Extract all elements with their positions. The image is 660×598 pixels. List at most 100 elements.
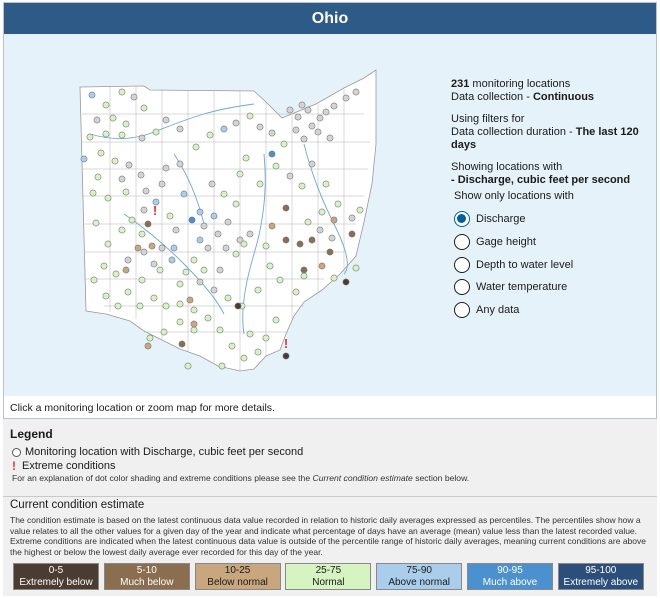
monitoring-location-dot[interactable] <box>186 296 194 304</box>
monitoring-location-dot[interactable] <box>282 236 290 244</box>
monitoring-location-dot[interactable] <box>236 170 244 178</box>
monitoring-location-dot[interactable] <box>330 216 338 224</box>
monitoring-location-dot[interactable] <box>156 266 164 274</box>
monitoring-location-dot[interactable] <box>118 226 126 234</box>
monitoring-location-dot[interactable] <box>328 234 336 242</box>
monitoring-location-dot[interactable] <box>356 206 364 214</box>
monitoring-location-dot[interactable] <box>286 106 294 114</box>
map-panel[interactable]: !! 231 monitoring locations Data collect… <box>4 34 656 396</box>
monitoring-location-dot[interactable] <box>124 256 132 264</box>
monitoring-location-dot[interactable] <box>196 236 204 244</box>
monitoring-location-dot[interactable] <box>138 276 146 284</box>
monitoring-location-dot[interactable] <box>246 330 254 338</box>
monitoring-location-dot[interactable] <box>254 348 262 356</box>
monitoring-location-dot[interactable] <box>140 206 148 214</box>
monitoring-location-dot[interactable] <box>150 294 158 302</box>
monitoring-location-dot[interactable] <box>140 248 148 256</box>
monitoring-location-dot[interactable] <box>242 154 250 162</box>
monitoring-location-dot[interactable] <box>124 288 132 296</box>
monitoring-location-dot[interactable] <box>176 125 184 133</box>
monitoring-location-dot[interactable] <box>104 240 112 248</box>
monitoring-locations[interactable] <box>80 88 364 370</box>
monitoring-location-dot[interactable] <box>190 256 198 264</box>
monitoring-location-dot[interactable] <box>308 236 316 244</box>
monitoring-location-dot[interactable] <box>102 130 110 138</box>
monitoring-location-dot[interactable] <box>88 91 96 99</box>
monitoring-location-dot[interactable] <box>166 212 174 220</box>
monitoring-location-dot[interactable] <box>196 208 204 216</box>
monitoring-location-dot[interactable] <box>146 334 154 342</box>
monitoring-location-dot[interactable] <box>158 244 166 252</box>
monitoring-location-dot[interactable] <box>316 114 324 122</box>
monitoring-location-dot[interactable] <box>190 320 198 328</box>
radio-gage-height[interactable]: Gage height <box>454 233 536 251</box>
monitoring-location-dot[interactable] <box>282 352 290 360</box>
monitoring-location-dot[interactable] <box>272 162 280 170</box>
monitoring-location-dot[interactable] <box>216 266 224 274</box>
monitoring-location-dot[interactable] <box>122 266 130 274</box>
monitoring-location-dot[interactable] <box>86 133 94 141</box>
monitoring-location-dot[interactable] <box>196 278 204 286</box>
monitoring-location-dot[interactable] <box>118 175 126 183</box>
monitoring-location-dot[interactable] <box>298 101 306 109</box>
monitoring-location-dot[interactable] <box>254 286 262 294</box>
monitoring-location-dot[interactable] <box>210 212 218 220</box>
monitoring-location-dot[interactable] <box>190 306 198 314</box>
monitoring-location-dot[interactable] <box>109 114 117 122</box>
monitoring-location-dot[interactable] <box>292 126 300 134</box>
radio-selected-icon[interactable] <box>454 211 470 227</box>
monitoring-location-dot[interactable] <box>134 244 142 252</box>
radio-any-data[interactable]: Any data <box>454 301 519 319</box>
monitoring-location-dot[interactable] <box>228 342 236 350</box>
monitoring-location-dot[interactable] <box>190 326 198 334</box>
monitoring-location-dot[interactable] <box>144 220 152 228</box>
monitoring-location-dot[interactable] <box>102 101 110 109</box>
monitoring-location-dot[interactable] <box>80 155 88 163</box>
radio-icon[interactable] <box>454 279 470 295</box>
monitoring-location-dot[interactable] <box>326 134 334 142</box>
monitoring-location-dot[interactable] <box>296 240 304 248</box>
monitoring-location-dot[interactable] <box>316 226 324 234</box>
monitoring-location-dot[interactable] <box>92 219 100 227</box>
monitoring-location-dot[interactable] <box>184 362 192 370</box>
monitoring-location-dot[interactable] <box>286 172 294 180</box>
monitoring-location-dot[interactable] <box>162 164 170 172</box>
monitoring-location-dot[interactable] <box>144 342 152 350</box>
monitoring-location-dot[interactable] <box>232 200 240 208</box>
monitoring-location-dot[interactable] <box>210 286 218 294</box>
monitoring-location-dot[interactable] <box>122 120 130 128</box>
monitoring-location-dot[interactable] <box>93 116 101 124</box>
monitoring-location-dot[interactable] <box>162 116 170 124</box>
monitoring-location-dot[interactable] <box>216 326 224 334</box>
monitoring-location-dot[interactable] <box>128 216 136 224</box>
monitoring-location-dot[interactable] <box>342 278 350 286</box>
monitoring-location-dot[interactable] <box>192 143 200 151</box>
monitoring-location-dot[interactable] <box>102 292 110 300</box>
monitoring-location-dot[interactable] <box>298 182 306 190</box>
monitoring-location-dot[interactable] <box>138 230 146 238</box>
monitoring-location-dot[interactable] <box>318 262 326 270</box>
radio-icon[interactable] <box>454 234 470 250</box>
radio-discharge[interactable]: Discharge <box>454 210 526 228</box>
monitoring-location-dot[interactable] <box>130 93 138 101</box>
monitoring-location-dot[interactable] <box>352 264 360 272</box>
monitoring-location-dot[interactable] <box>234 302 242 310</box>
monitoring-location-dot[interactable] <box>276 276 284 284</box>
monitoring-location-dot[interactable] <box>122 188 130 196</box>
monitoring-location-dot[interactable] <box>136 302 144 310</box>
monitoring-location-dot[interactable] <box>114 302 122 310</box>
monitoring-location-dot[interactable] <box>125 161 133 169</box>
monitoring-location-dot[interactable] <box>348 214 356 222</box>
monitoring-location-dot[interactable] <box>282 204 290 212</box>
monitoring-location-dot[interactable] <box>240 240 248 248</box>
monitoring-location-dot[interactable] <box>200 222 208 230</box>
monitoring-location-dot[interactable] <box>138 134 146 142</box>
monitoring-location-dot[interactable] <box>326 248 334 256</box>
monitoring-location-dot[interactable] <box>118 88 126 96</box>
monitoring-location-dot[interactable] <box>262 334 270 342</box>
monitoring-location-dot[interactable] <box>220 125 228 133</box>
monitoring-location-dot[interactable] <box>180 190 188 198</box>
monitoring-location-dot[interactable] <box>304 218 312 226</box>
monitoring-location-dot[interactable] <box>268 150 276 158</box>
monitoring-location-dot[interactable] <box>150 260 158 268</box>
